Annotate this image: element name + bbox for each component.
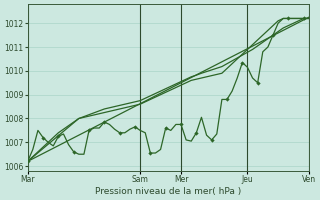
- X-axis label: Pression niveau de la mer( hPa ): Pression niveau de la mer( hPa ): [95, 187, 241, 196]
